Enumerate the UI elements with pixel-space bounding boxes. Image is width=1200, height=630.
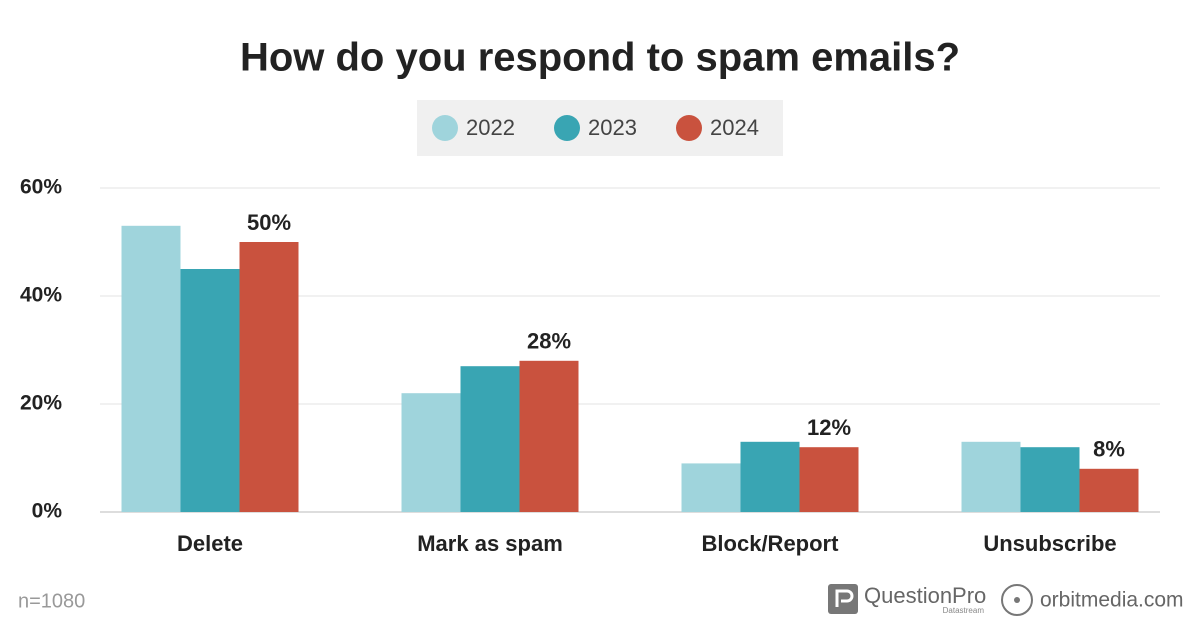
x-tick-label: Block/Report: [702, 531, 840, 556]
x-tick-label: Unsubscribe: [983, 531, 1116, 556]
bar: [961, 441, 1021, 512]
x-tick-label: Delete: [177, 531, 243, 556]
bar: [1020, 447, 1080, 512]
chart-title: How do you respond to spam emails?: [240, 36, 960, 80]
legend-box: [417, 100, 783, 156]
bar: [180, 269, 240, 512]
orbit-icon-dot: [1014, 597, 1020, 603]
value-label: 50%: [247, 210, 291, 235]
questionpro-icon: [828, 584, 858, 614]
bar: [239, 242, 299, 512]
legend-swatch: [432, 115, 458, 141]
bar: [681, 463, 741, 512]
legend-swatch: [554, 115, 580, 141]
bar: [799, 447, 859, 512]
y-tick-label: 20%: [20, 392, 62, 415]
legend-label: 2022: [466, 115, 515, 140]
bar: [1079, 468, 1139, 512]
questionpro-icon-glyph: [835, 589, 854, 607]
value-label: 28%: [527, 329, 571, 354]
brand-questionpro-sub: Datastream: [943, 606, 985, 615]
legend-swatch: [676, 115, 702, 141]
bar: [401, 393, 461, 512]
y-tick-label: 40%: [20, 284, 62, 307]
legend-label: 2023: [588, 115, 637, 140]
value-label: 8%: [1093, 437, 1125, 462]
y-tick-label: 0%: [32, 500, 63, 523]
legend-label: 2024: [710, 115, 759, 140]
brand-questionpro: QuestionPro: [864, 583, 986, 608]
y-tick-label: 60%: [20, 176, 62, 199]
bar: [121, 225, 181, 513]
value-label: 12%: [807, 415, 851, 440]
x-tick-label: Mark as spam: [417, 531, 563, 556]
bar: [740, 441, 800, 512]
brand-orbitmedia: orbitmedia.com: [1040, 589, 1184, 612]
bar: [460, 366, 520, 512]
sample-note: n=1080: [18, 590, 85, 612]
orbit-icon: [1001, 584, 1033, 616]
bar: [519, 360, 579, 512]
